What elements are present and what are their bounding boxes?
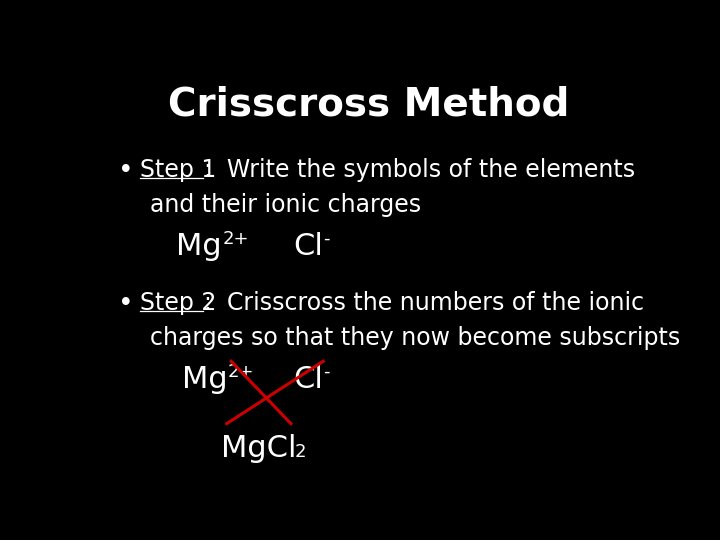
Text: :  Crisscross the numbers of the ionic: : Crisscross the numbers of the ionic <box>204 292 644 315</box>
Text: •: • <box>118 292 133 318</box>
Text: -: - <box>323 363 329 381</box>
Text: Mg: Mg <box>176 232 222 261</box>
Text: MgCl: MgCl <box>221 434 297 463</box>
Text: 2+: 2+ <box>222 230 248 248</box>
Text: and their ionic charges: and their ionic charges <box>150 193 421 217</box>
Text: charges so that they now become subscripts: charges so that they now become subscrip… <box>150 326 680 350</box>
Text: Cl: Cl <box>294 232 323 261</box>
Text: Cl: Cl <box>294 366 323 394</box>
Text: :  Write the symbols of the elements: : Write the symbols of the elements <box>204 158 636 183</box>
Text: -: - <box>323 230 329 248</box>
Text: 2+: 2+ <box>228 363 254 381</box>
Text: Step 2: Step 2 <box>140 292 217 315</box>
Text: 2: 2 <box>294 443 306 461</box>
Text: •: • <box>118 158 133 184</box>
Text: Crisscross Method: Crisscross Method <box>168 85 570 124</box>
Text: Mg: Mg <box>182 366 228 394</box>
Text: Step 1: Step 1 <box>140 158 217 183</box>
